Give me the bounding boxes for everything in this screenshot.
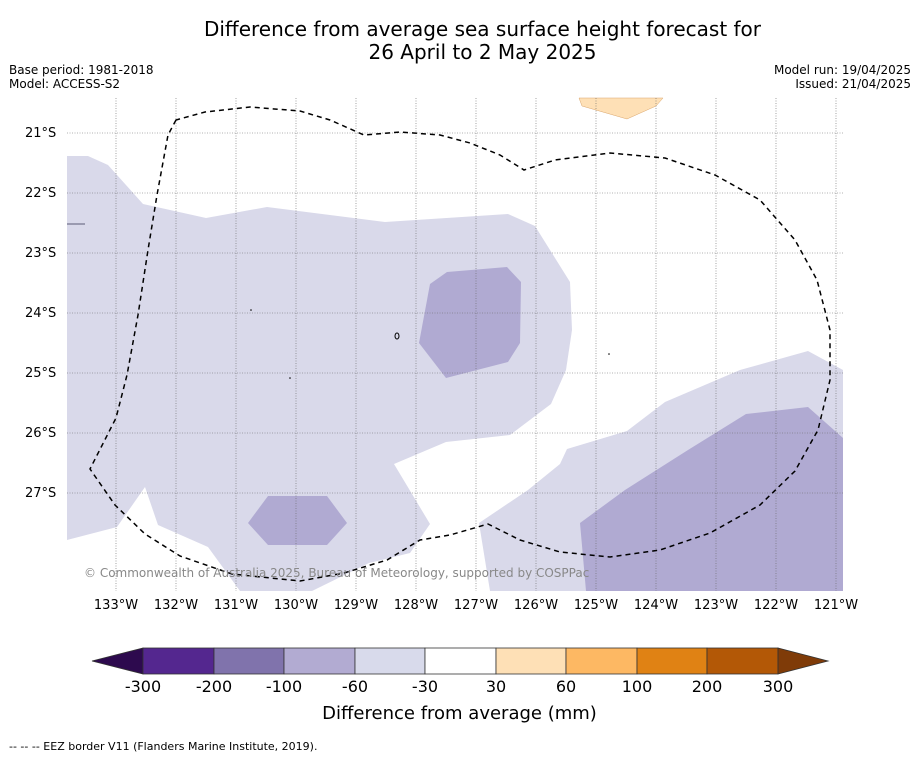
colorbar-segment xyxy=(565,647,638,675)
colorbar-tick-label: 300 xyxy=(762,677,794,696)
island-marker xyxy=(250,309,252,311)
copyright-notice: © Commonwealth of Australia 2025, Bureau… xyxy=(84,566,590,580)
lon-label: 130°W xyxy=(273,598,319,613)
title-line-2: 26 April to 2 May 2025 xyxy=(368,40,597,64)
model-run: Model run: 19/04/2025 xyxy=(773,63,911,77)
map-area xyxy=(67,97,843,591)
colorbar-segment xyxy=(424,647,497,675)
colorbar-extend-high xyxy=(777,647,830,675)
lat-label: 26°S xyxy=(25,426,57,441)
colorbar-segment xyxy=(636,647,708,675)
colorbar-title: Difference from average (mm) xyxy=(322,703,597,724)
colorbar xyxy=(91,647,830,675)
meta-left: Base period: 1981-2018 Model: ACCESS-S2 xyxy=(9,63,154,91)
colorbar-segment xyxy=(213,647,285,675)
issued-date: Issued: 21/04/2025 xyxy=(795,77,911,91)
lon-label: 128°W xyxy=(393,598,439,613)
lon-label: 132°W xyxy=(153,598,199,613)
colorbar-tick-label: 60 xyxy=(555,677,577,696)
island-marker xyxy=(394,332,400,340)
lon-label: 131°W xyxy=(213,598,259,613)
lon-label: 126°W xyxy=(513,598,559,613)
colorbar-segment xyxy=(706,647,779,675)
colorbar-tick-label: -100 xyxy=(265,677,303,696)
colorbar-segment xyxy=(354,647,426,675)
colorbar-extend-low xyxy=(91,647,144,675)
lon-label: 121°W xyxy=(813,598,859,613)
lat-label: 24°S xyxy=(25,306,57,321)
anomaly-region-positive xyxy=(578,97,664,120)
map-title: Difference from average sea surface heig… xyxy=(0,18,919,64)
colorbar-tick-label: -300 xyxy=(124,677,162,696)
colorbar-tick-label: 100 xyxy=(621,677,653,696)
lon-label: 127°W xyxy=(453,598,499,613)
lon-label: 123°W xyxy=(693,598,739,613)
anomaly-region-mid-se xyxy=(580,407,843,591)
island-marker xyxy=(608,353,610,355)
anomaly-region-light xyxy=(67,156,572,591)
island-marker xyxy=(289,377,291,379)
colorbar-tick-label: 30 xyxy=(485,677,507,696)
lat-label: 22°S xyxy=(25,186,57,201)
colorbar-tick-label: 200 xyxy=(691,677,723,696)
colorbar-segment xyxy=(142,647,215,675)
lon-label: 124°W xyxy=(633,598,679,613)
base-period: Base period: 1981-2018 xyxy=(9,63,154,77)
lat-label: 25°S xyxy=(25,366,57,381)
island-marker xyxy=(67,223,85,225)
anomaly-region-mid-west xyxy=(248,496,347,545)
colorbar-tick-label: -30 xyxy=(411,677,439,696)
lat-label: 21°S xyxy=(25,126,57,141)
lon-label: 133°W xyxy=(93,598,139,613)
meta-right: Model run: 19/04/2025 Issued: 21/04/2025 xyxy=(774,63,911,91)
lat-label: 23°S xyxy=(25,246,57,261)
colorbar-tick-label: -200 xyxy=(195,677,233,696)
gridlines xyxy=(67,98,843,591)
lon-label: 129°W xyxy=(333,598,379,613)
lat-label: 27°S xyxy=(25,486,57,501)
eez-footnote: -- -- -- EEZ border V11 (Flanders Marine… xyxy=(9,740,318,753)
lon-label: 125°W xyxy=(573,598,619,613)
colorbar-tick-label: -60 xyxy=(341,677,369,696)
colorbar-segment xyxy=(283,647,356,675)
lon-label: 122°W xyxy=(753,598,799,613)
model-name: Model: ACCESS-S2 xyxy=(9,77,121,91)
anomaly-region-mid-center xyxy=(419,267,521,378)
colorbar-segment xyxy=(495,647,567,675)
title-line-1: Difference from average sea surface heig… xyxy=(203,17,762,41)
